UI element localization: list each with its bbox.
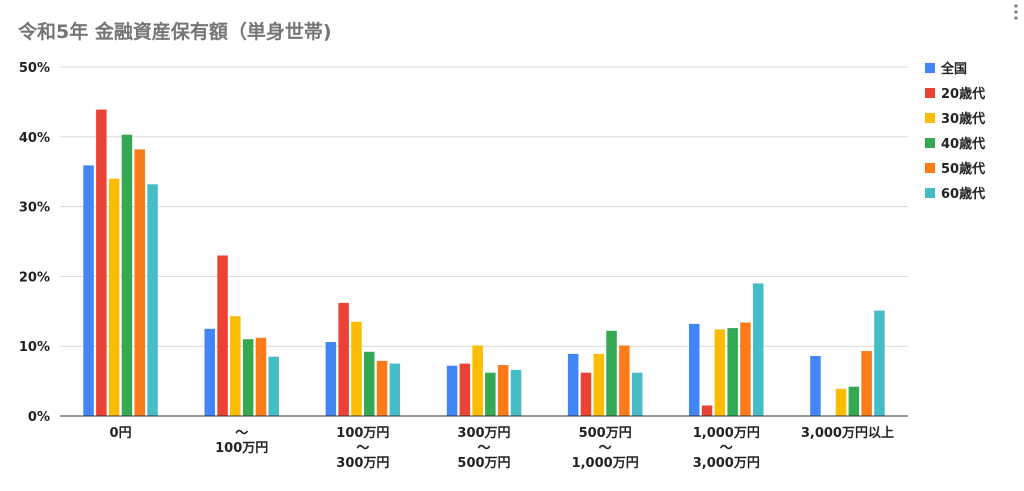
bar <box>83 165 94 416</box>
bar <box>134 149 145 416</box>
bar <box>874 310 885 416</box>
grid <box>60 66 908 347</box>
y-tick-label: 0% <box>28 410 50 425</box>
x-tick-label: 300万円 <box>457 426 510 441</box>
x-tick-label: 300万円 <box>336 456 389 471</box>
x-tick-label: 1,000万円 <box>572 456 639 471</box>
legend-swatch <box>925 163 935 173</box>
more-vert-icon[interactable] <box>1014 4 1018 20</box>
legend-item[interactable]: 60歳代 <box>925 186 985 202</box>
bar <box>96 109 107 416</box>
bar <box>230 316 241 416</box>
bar <box>446 365 458 416</box>
x-tick-label: ～ <box>720 441 733 456</box>
bar <box>242 339 254 416</box>
bar <box>619 345 630 416</box>
y-tick-label: 40% <box>19 131 50 146</box>
legend-swatch <box>925 63 935 73</box>
bar <box>121 134 133 416</box>
x-tick-label: 100万円 <box>215 441 268 456</box>
y-axis: 0% 10% 20% 30% 40% 50% <box>19 61 50 425</box>
y-tick-label: 30% <box>19 201 50 216</box>
x-tick-label: 0円 <box>110 426 132 441</box>
legend-swatch <box>925 188 935 198</box>
bar <box>325 342 337 416</box>
bar <box>810 356 821 416</box>
bar <box>351 321 362 416</box>
x-tick-label: 500万円 <box>579 426 632 441</box>
legend-label: 50歳代 <box>941 161 985 177</box>
x-tick-label: 100万円 <box>336 426 389 441</box>
bar <box>510 369 522 416</box>
y-tick-label: 20% <box>19 270 50 285</box>
bar <box>364 351 375 416</box>
legend-item[interactable]: 20歳代 <box>925 86 985 102</box>
bar <box>497 365 509 416</box>
legend-swatch <box>925 88 935 98</box>
bar <box>147 184 158 416</box>
bar <box>606 330 617 416</box>
legend-label: 全国 <box>940 61 967 77</box>
bar <box>472 345 483 416</box>
x-tick-label: ～ <box>235 426 248 441</box>
bar <box>861 351 872 416</box>
chart-title: 令和5年 金融資産保有額（単身世帯) <box>18 20 332 43</box>
x-tick-label: ～ <box>599 441 612 456</box>
x-tick-label: 3,000万円 <box>693 456 760 471</box>
legend-label: 30歳代 <box>941 111 985 127</box>
bar <box>593 353 604 416</box>
x-tick-label: ～ <box>477 441 490 456</box>
bar <box>376 360 388 416</box>
bar <box>848 386 860 416</box>
bar <box>689 323 700 416</box>
bar <box>727 328 738 416</box>
legend-item[interactable]: 全国 <box>925 61 967 77</box>
legend-label: 40歳代 <box>941 136 985 152</box>
legend-swatch <box>925 113 935 123</box>
legend-label: 20歳代 <box>941 86 985 102</box>
bar <box>835 388 847 416</box>
y-tick-label: 10% <box>19 340 50 355</box>
x-tick-label: 500万円 <box>457 456 510 471</box>
bar <box>204 328 215 417</box>
legend-swatch <box>925 138 935 148</box>
bar <box>714 329 726 416</box>
bar <box>701 405 713 416</box>
bar <box>567 353 579 416</box>
bar <box>580 372 592 416</box>
x-axis: 0円 ～100万円100万円～300万円300万円～500万円500万円～1,00… <box>110 426 894 471</box>
legend: 全国 20歳代 30歳代 40歳代 50歳代 60歳代 <box>925 61 985 202</box>
bar <box>459 363 471 416</box>
bar <box>255 337 267 416</box>
bar <box>485 372 496 416</box>
bar <box>268 356 279 416</box>
bar <box>338 302 349 416</box>
bar <box>108 178 120 416</box>
bar <box>631 372 643 416</box>
bar <box>740 322 751 416</box>
legend-item[interactable]: 40歳代 <box>925 136 985 152</box>
legend-label: 60歳代 <box>941 186 985 202</box>
bar <box>217 255 228 416</box>
y-tick-label: 50% <box>19 61 50 76</box>
bar <box>389 363 401 416</box>
x-tick-label: ～ <box>356 441 369 456</box>
bars <box>83 109 885 417</box>
legend-item[interactable]: 50歳代 <box>925 161 985 177</box>
bar <box>753 283 764 416</box>
x-tick-label: 1,000万円 <box>693 426 760 441</box>
x-tick-label: 3,000万円以上 <box>801 426 894 441</box>
legend-item[interactable]: 30歳代 <box>925 111 985 127</box>
